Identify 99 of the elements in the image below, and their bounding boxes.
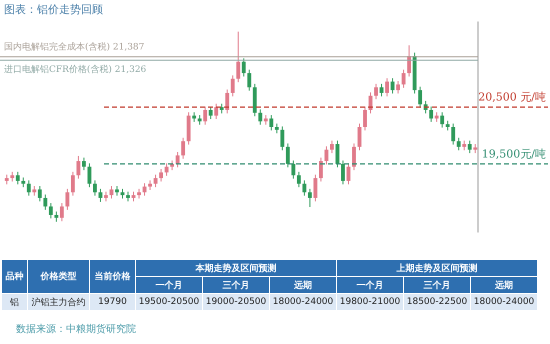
- candlestick: [440, 112, 444, 128]
- text: 18500-22500: [404, 294, 471, 310]
- candlestick: [429, 106, 434, 122]
- candlestick: [104, 191, 108, 202]
- candlestick: [126, 191, 130, 202]
- text: 18000-24000: [270, 294, 337, 310]
- candlestick: [65, 188, 70, 210]
- candlestick: [418, 86, 422, 108]
- candlestick: [346, 162, 350, 185]
- candlestick: [374, 83, 378, 100]
- text: 三个月: [202, 276, 270, 294]
- candlestick: [380, 83, 384, 97]
- ref-line-label: 国内电解铝完全成本(含税) 21,387: [4, 42, 145, 53]
- candlestick: [203, 106, 208, 126]
- text: 沪铝主力合约: [28, 294, 90, 310]
- text: 远期: [470, 276, 538, 294]
- candlestick: [38, 186, 42, 202]
- candlestick: [70, 171, 75, 196]
- candlestick: [10, 171, 14, 182]
- candlestick: [115, 186, 119, 196]
- text: 18000-24000: [470, 294, 538, 310]
- candlestick: [264, 114, 268, 126]
- text: 19800-21000: [336, 294, 404, 310]
- candlestick: [110, 186, 114, 200]
- text: 19790: [90, 294, 136, 310]
- candlestick: [407, 44, 412, 77]
- candlestick: [308, 188, 312, 208]
- candlestick: [330, 140, 334, 154]
- candlestick: [313, 174, 318, 202]
- candlestick: [456, 137, 461, 151]
- candlestick: [120, 188, 124, 200]
- candlestick: [352, 142, 356, 171]
- candlestick: [280, 126, 284, 151]
- candlestick: [274, 123, 279, 134]
- text: 远期: [270, 276, 337, 294]
- candlestick: [385, 78, 389, 97]
- candlestick: [48, 202, 53, 219]
- candlestick: [98, 188, 102, 202]
- candlestick: [60, 202, 64, 222]
- chart-title: 图表：铝价走势回顾: [4, 2, 103, 17]
- text: 价格类型: [28, 260, 90, 294]
- text: 一个月: [136, 276, 202, 294]
- ref-line-label: 19,500元/吨: [482, 147, 546, 160]
- candlestick: [247, 69, 252, 92]
- candlestick: [302, 180, 306, 196]
- candlestick: [462, 140, 466, 151]
- text: 上期走势及区间预测: [336, 260, 538, 276]
- candlestick: [363, 106, 367, 131]
- text: 19500-20500: [136, 294, 202, 310]
- text: 本期走势及区间预测: [136, 260, 337, 276]
- source-note: 数据来源：中粮期货研究院: [16, 322, 136, 336]
- text: 三个月: [404, 276, 471, 294]
- candlestick: [358, 123, 362, 151]
- candlestick: [82, 157, 86, 171]
- candlestick: [54, 211, 58, 222]
- candlestick: [142, 182, 146, 196]
- candlestick: [446, 120, 450, 131]
- candlestick: [291, 160, 296, 180]
- candlestick: [258, 108, 262, 126]
- candlestick: [159, 168, 164, 182]
- candlestick: [93, 180, 97, 196]
- candlestick: [16, 171, 20, 185]
- text: 当前价格: [90, 260, 136, 294]
- text: 铝: [2, 294, 28, 310]
- candlestick: [336, 140, 340, 168]
- candlestick: [286, 142, 290, 168]
- candlestick: [181, 137, 186, 160]
- candlestick: [368, 92, 372, 114]
- candlestick: [390, 78, 394, 94]
- candlestick: [26, 180, 31, 196]
- candlestick: [396, 80, 400, 94]
- candlestick: [192, 112, 196, 122]
- text: 品种: [2, 260, 28, 294]
- candlestick: [32, 186, 36, 196]
- candlestick: [4, 174, 9, 185]
- candlestick: [132, 191, 136, 202]
- text: 19000-20500: [202, 294, 270, 310]
- candlestick: [137, 188, 141, 200]
- candlestick: [296, 171, 301, 188]
- candlestick: [164, 162, 169, 176]
- candlestick: [269, 114, 274, 131]
- candlestick: [324, 146, 328, 165]
- candlestick: [154, 174, 158, 188]
- candlestick: [236, 31, 240, 83]
- candlestick: [341, 160, 345, 185]
- candlestick: [198, 114, 202, 126]
- candlestick: [318, 157, 323, 182]
- ref-line-label: 20,500 元/吨: [478, 90, 546, 104]
- text: 一个月: [336, 276, 404, 294]
- candlestick: [43, 194, 48, 210]
- candlestick: [21, 177, 26, 188]
- candlestick: [434, 112, 439, 122]
- candlestick: [242, 58, 246, 77]
- candlestick: [88, 162, 92, 188]
- candlestick: [402, 69, 406, 88]
- candlestick: [148, 180, 152, 190]
- candlestick: [76, 155, 80, 180]
- candlestick: [176, 151, 180, 168]
- ref-line-label: 进口电解铝CFR价格(含税) 21,326: [4, 64, 147, 76]
